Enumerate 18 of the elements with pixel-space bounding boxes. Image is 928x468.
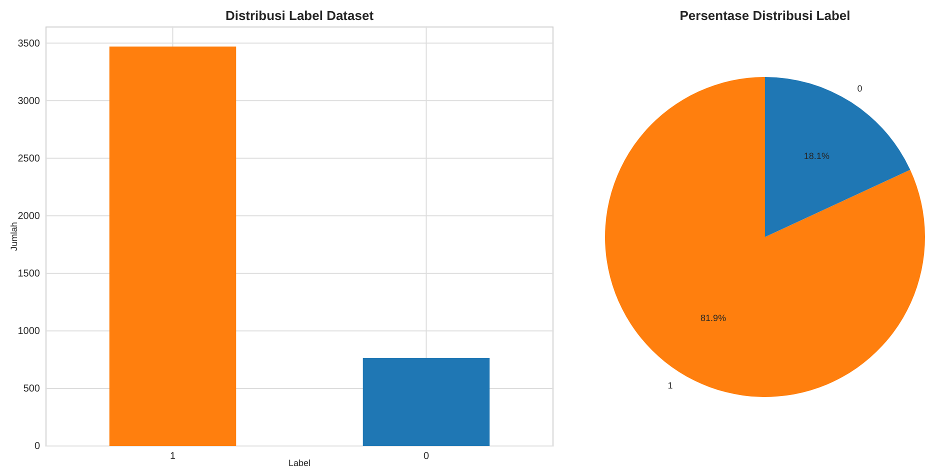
y-tick-label: 2000 <box>18 210 40 222</box>
pie-slice <box>765 77 910 237</box>
y-tick-label: 3000 <box>18 96 40 107</box>
data-label: 18.1% <box>804 151 830 162</box>
y-tick-label: 2500 <box>18 153 40 164</box>
chart-title: Distribusi Label Dataset <box>225 8 374 23</box>
pie-slice <box>605 77 925 397</box>
data-label: 81.9% <box>700 312 726 323</box>
slice-label: 1 <box>668 380 673 390</box>
y-tick-label: 0 <box>34 441 40 452</box>
chart-title: Persentase Distribusi Label <box>680 8 850 23</box>
y-tick-label: 1000 <box>18 326 40 338</box>
y-tick-label: 3500 <box>18 38 40 50</box>
slice-label: 0 <box>857 84 862 94</box>
y-tick-label: 500 <box>23 384 40 395</box>
x-axis-title: Label <box>288 458 311 468</box>
y-tick-label: 1500 <box>18 268 40 280</box>
y-axis-title: Jumlah <box>9 222 19 252</box>
